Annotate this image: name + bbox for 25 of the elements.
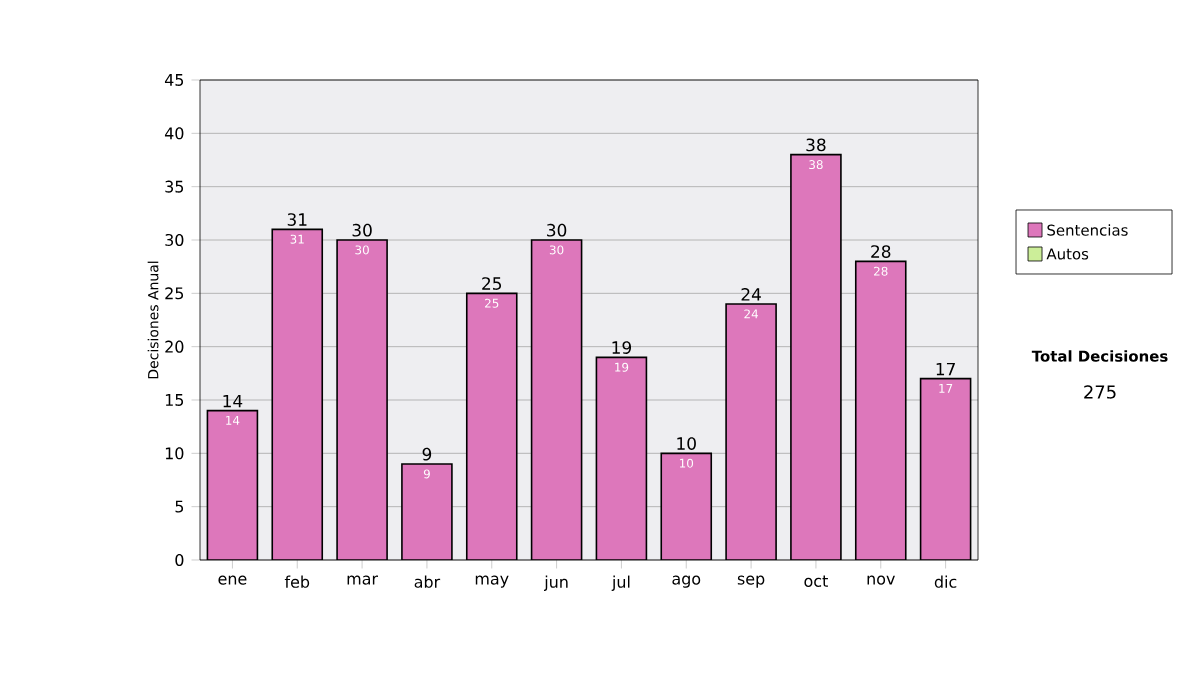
bar (855, 261, 906, 560)
bar (337, 240, 388, 560)
annotation: 17 (936, 362, 955, 376)
bar (726, 304, 777, 560)
annotation: 14 (223, 394, 243, 408)
bar (596, 357, 647, 560)
annotation: 30 (352, 223, 372, 237)
annotation: 38 (806, 138, 826, 152)
annotation: 24 (741, 288, 761, 301)
annotation: 31 (287, 213, 307, 226)
annotation: 30 (547, 223, 567, 237)
annotation: 25 (482, 277, 502, 290)
bar (401, 464, 452, 560)
bar (466, 293, 517, 560)
annotation: 10 (677, 437, 696, 450)
annotation: 28 (871, 245, 891, 258)
bar (661, 453, 712, 560)
annotation: 9 (422, 447, 432, 461)
bar (919, 377, 972, 560)
bar (531, 240, 582, 560)
bar (207, 410, 258, 560)
text: 275 (1084, 385, 1116, 399)
annotation: 19 (612, 341, 632, 354)
bar (272, 229, 323, 560)
bar (790, 154, 841, 560)
